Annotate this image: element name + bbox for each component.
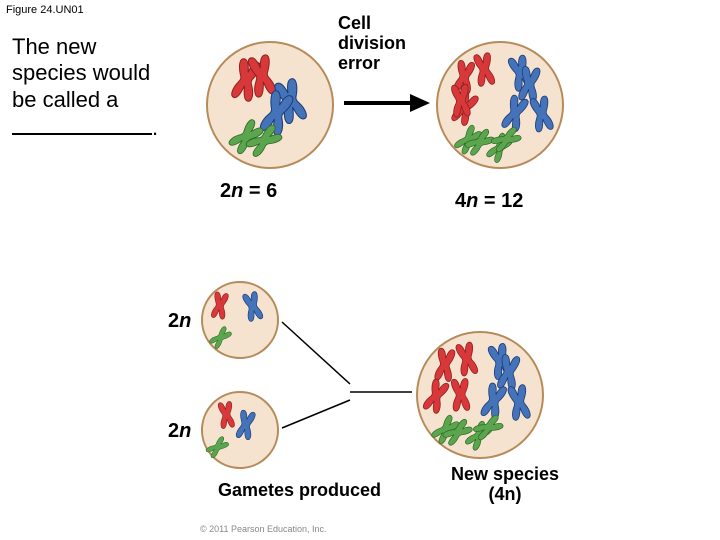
cell-4n (435, 40, 565, 170)
arrow-label: Cell division error (338, 14, 428, 73)
arrow-label-l3: error (338, 53, 380, 73)
fill-in-blank (12, 113, 152, 135)
gamete-cell-bottom (200, 390, 280, 470)
new-species-line1: New species (451, 464, 559, 484)
copyright-text: © 2011 Pearson Education, Inc. (200, 524, 327, 534)
prompt-text: The new species would be called a . (12, 34, 192, 141)
new-species-label: New species (4n) (440, 465, 570, 505)
new-species-cell (415, 330, 545, 460)
cell-4n-label: 4n = 12 (455, 190, 523, 213)
gamete-cell-top (200, 280, 280, 360)
cell-2n-label: 2n = 6 (220, 180, 277, 203)
gametes-produced-label: Gametes produced (218, 480, 381, 501)
prompt-line-3: be called a (12, 87, 118, 112)
cell-2n (205, 40, 335, 170)
figure-label: Figure 24.UN01 (6, 4, 84, 16)
division-arrow-icon (342, 88, 432, 118)
prompt-line-2: species would (12, 60, 150, 85)
arrow-label-l2: division (338, 33, 406, 53)
arrow-label-l1: Cell (338, 13, 371, 33)
prompt-line-1: The new (12, 34, 96, 59)
gamete-bottom-label: 2n (168, 420, 191, 443)
gamete-top-label: 2n (168, 310, 191, 333)
prompt-period: . (152, 115, 158, 140)
